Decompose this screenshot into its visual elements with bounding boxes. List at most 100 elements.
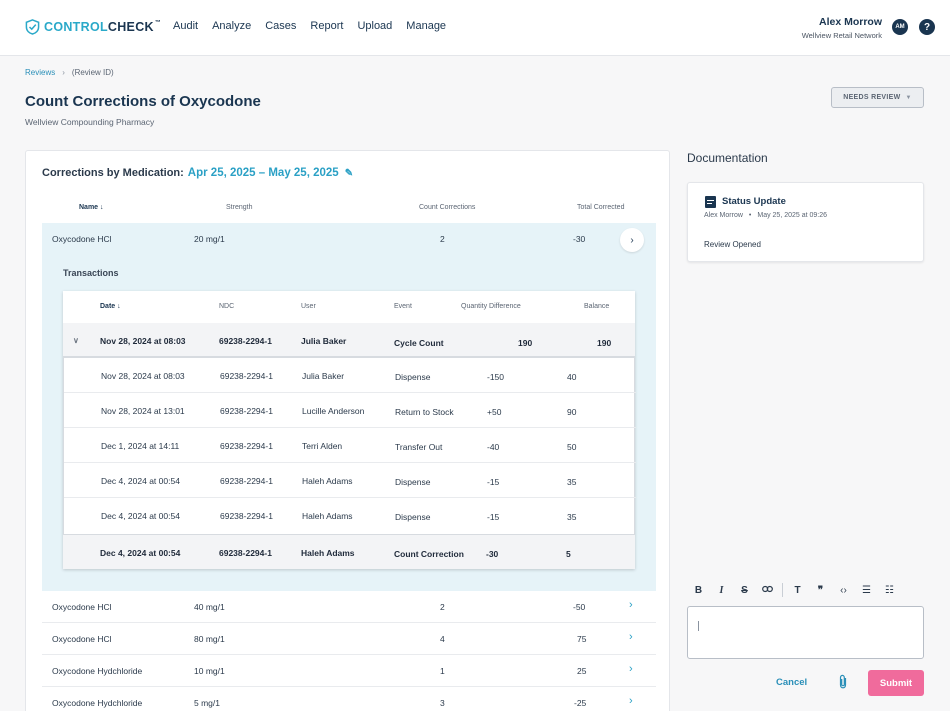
user-name: Alex Morrow (818, 16, 882, 28)
nav-audit[interactable]: Audit (173, 20, 199, 32)
bullet-list-icon[interactable]: ☰ (862, 584, 871, 596)
cell-user: Haleh Adams (302, 511, 353, 521)
table-row[interactable]: Dec 4, 2024 at 00:54 69238-2294-1 Haleh … (64, 498, 636, 533)
strikethrough-button[interactable]: S (741, 584, 748, 596)
quote-icon[interactable]: ❞ (817, 584, 824, 596)
chevron-down-icon: ▼ (905, 94, 912, 101)
submit-button[interactable]: Submit (868, 670, 924, 696)
numbered-list-icon[interactable]: ☷ (885, 584, 894, 596)
table-row[interactable]: ∨ Nov 28, 2024 at 08:03 69238-2294-1 Jul… (63, 323, 635, 358)
med-total: -25 (574, 698, 587, 708)
entry-author: Alex Morrow (704, 212, 743, 219)
th-event[interactable]: Event (394, 303, 412, 310)
help-icon[interactable]: ? (919, 19, 935, 35)
nav-report[interactable]: Report (310, 20, 344, 32)
link-icon[interactable] (756, 585, 779, 596)
transaction-detail-block: Nov 28, 2024 at 08:03 69238-2294-1 Julia… (63, 358, 636, 534)
cell-balance: 5 (566, 549, 571, 559)
nav-analyze[interactable]: Analyze (212, 20, 252, 32)
med-name: Oxycodone Hydchloride (52, 666, 143, 676)
transactions-title: Transactions (63, 268, 119, 278)
med-strength: 10 mg/1 (194, 666, 225, 676)
cell-date: Dec 4, 2024 at 00:54 (101, 476, 180, 486)
table-row[interactable]: Dec 1, 2024 at 14:11 69238-2294-1 Terri … (64, 428, 636, 463)
th-user[interactable]: User (301, 303, 316, 310)
corrections-title: Corrections by Medication: Apr 25, 2025 … (42, 167, 353, 179)
table-row[interactable]: Dec 4, 2024 at 00:54 69238-2294-1 Haleh … (63, 534, 635, 569)
cell-ndc: 69238-2294-1 (220, 511, 273, 521)
paperclip-icon[interactable] (838, 674, 848, 692)
cell-date: Dec 4, 2024 at 00:54 (101, 511, 180, 521)
chevron-right-icon[interactable]: › (620, 228, 644, 252)
table-row[interactable]: Oxycodone HCl 40 mg/1 2 -50 › (42, 591, 656, 623)
document-icon (705, 196, 716, 208)
th-ndc[interactable]: NDC (219, 303, 235, 310)
th-date[interactable]: Date ↓ (100, 303, 121, 310)
th-balance[interactable]: Balance (584, 303, 610, 310)
table-row[interactable]: Oxycodone Hydchloride 5 mg/1 3 -25 › (42, 687, 656, 711)
cell-quantity: 190 (518, 338, 533, 348)
med-strength: 40 mg/1 (194, 602, 225, 612)
main-nav: Audit Analyze Cases Report Upload Manage (166, 20, 453, 32)
cell-ndc: 69238-2294-1 (220, 406, 273, 416)
shield-check-icon (25, 19, 40, 35)
table-row[interactable]: Oxycodone Hydchloride 10 mg/1 1 25 › (42, 655, 656, 687)
med-count: 1 (440, 666, 445, 676)
cancel-button[interactable]: Cancel (776, 677, 808, 688)
italic-button[interactable]: I (719, 584, 724, 596)
pencil-icon[interactable]: ✎ (344, 167, 354, 179)
column-header-total[interactable]: Total Corrected (577, 204, 625, 211)
column-header-name[interactable]: Name ↓ (79, 204, 104, 211)
med-count: 2 (440, 234, 445, 244)
table-row[interactable]: Oxycodone HCl 80 mg/1 4 75 › (42, 623, 656, 655)
date-range[interactable]: Apr 25, 2025 – May 25, 2025 (187, 167, 339, 179)
entry-dot: • (748, 212, 752, 219)
chevron-right-icon[interactable]: › (629, 663, 633, 675)
nav-manage[interactable]: Manage (406, 20, 447, 32)
cell-user: Lucille Anderson (302, 406, 365, 416)
entry-meta: Alex Morrow • May 25, 2025 at 09:26 (704, 212, 827, 219)
bold-button[interactable]: B (694, 584, 703, 596)
avatar[interactable]: AM (892, 19, 908, 35)
documentation-title: Documentation (687, 151, 768, 165)
chevron-down-icon[interactable]: ∨ (73, 336, 79, 345)
transactions-table: Date ↓ NDC User Event Quantity Differenc… (63, 291, 636, 569)
med-strength: 80 mg/1 (194, 634, 225, 644)
cell-user: Haleh Adams (301, 548, 355, 558)
controlcheck-logo[interactable]: CONTROLCHECK™ (25, 19, 161, 35)
cell-balance: 35 (567, 512, 577, 522)
user-info[interactable]: Alex Morrow Wellview Retail Network (802, 16, 882, 40)
med-name: Oxycodone HCl (52, 602, 112, 612)
med-count: 4 (440, 634, 445, 644)
med-name: Oxycodone HCl (52, 634, 112, 644)
nav-cases[interactable]: Cases (265, 20, 297, 32)
column-header-strength[interactable]: Strength (226, 204, 253, 211)
table-row[interactable]: Nov 28, 2024 at 13:01 69238-2294-1 Lucil… (64, 393, 636, 428)
code-icon[interactable]: ‹› (840, 584, 847, 596)
cell-quantity: -15 (487, 512, 500, 522)
th-quantity[interactable]: Quantity Difference (461, 303, 521, 310)
status-dropdown[interactable]: NEEDS REVIEW ▼ (831, 87, 924, 108)
table-row[interactable]: Nov 28, 2024 at 08:03 69238-2294-1 Julia… (64, 358, 636, 393)
cell-date: Dec 4, 2024 at 00:54 (100, 548, 181, 558)
cell-quantity: -150 (487, 372, 505, 382)
table-row[interactable]: Dec 4, 2024 at 00:54 69238-2294-1 Haleh … (64, 463, 636, 498)
med-total: 25 (577, 666, 587, 676)
cell-event: Cycle Count (394, 338, 444, 348)
chevron-right-icon[interactable]: › (629, 695, 633, 707)
top-navigation-bar: CONTROLCHECK™ Audit Analyze Cases Report… (0, 0, 950, 56)
cell-quantity: +50 (487, 407, 502, 417)
breadcrumb-reviews[interactable]: Reviews (25, 68, 56, 77)
cell-event: Return to Stock (395, 407, 454, 417)
cell-balance: 50 (567, 442, 577, 452)
heading-button[interactable]: T (794, 584, 801, 596)
chevron-right-icon[interactable]: › (629, 599, 633, 611)
nav-upload[interactable]: Upload (357, 20, 393, 32)
cell-date: Dec 1, 2024 at 14:11 (101, 441, 180, 451)
table-row[interactable]: Oxycodone HCl 20 mg/1 2 -30 › (42, 223, 656, 255)
comment-input[interactable] (687, 606, 924, 659)
chevron-right-icon[interactable]: › (629, 631, 633, 643)
cell-event: Dispense (395, 372, 431, 382)
chevron-right-icon: › (62, 68, 65, 77)
column-header-count[interactable]: Count Corrections (419, 204, 476, 211)
